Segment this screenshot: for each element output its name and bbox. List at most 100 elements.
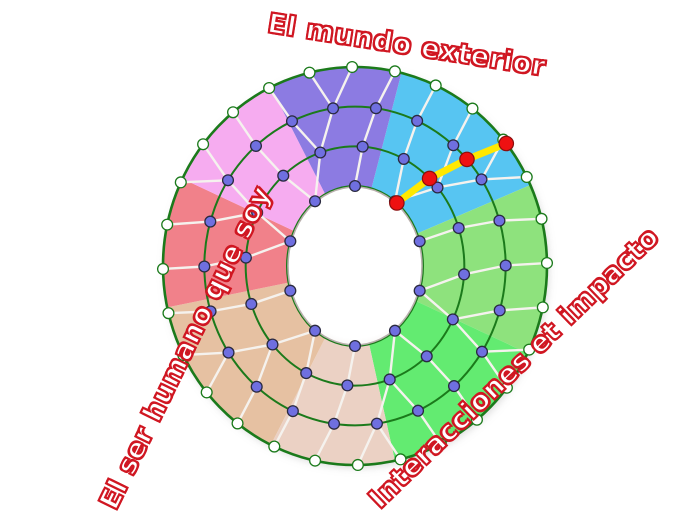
mesh-spoke — [332, 384, 349, 425]
mesh-spoke — [167, 310, 212, 315]
mesh-spoke — [425, 355, 456, 388]
mesh-spoke — [462, 264, 507, 276]
mesh-node — [411, 114, 424, 127]
mesh-spoke — [451, 309, 501, 321]
mesh-node — [475, 345, 489, 358]
outer-ring-node — [466, 102, 479, 115]
sector-wedge — [167, 282, 326, 445]
sector-wedge — [416, 185, 547, 354]
mesh-node — [308, 324, 322, 337]
outer-ring-node — [394, 453, 407, 466]
mesh-spoke — [436, 178, 483, 189]
sector-wedge — [163, 178, 294, 308]
mesh-node — [388, 324, 402, 337]
mesh-spoke — [480, 350, 509, 389]
mesh-spoke — [165, 220, 212, 226]
outer-ring-node — [388, 65, 401, 78]
outer-ring-node — [177, 348, 190, 362]
mesh-node — [314, 146, 327, 159]
mesh-node — [499, 259, 512, 272]
outer-ring-node — [434, 437, 447, 451]
highlight-path-layer — [393, 139, 510, 207]
mesh-node — [413, 235, 426, 248]
mesh-spoke — [267, 86, 294, 123]
mesh-spoke — [201, 143, 230, 182]
outer-ring-node — [174, 176, 187, 189]
mesh-spoke — [388, 329, 397, 381]
outer-ring-node — [162, 307, 175, 320]
mesh-node — [286, 405, 299, 418]
mesh-node — [308, 195, 322, 208]
mesh-spoke — [205, 351, 230, 394]
spoke-edge-layer — [161, 65, 549, 467]
mesh-spoke — [313, 422, 336, 462]
mesh-spoke — [375, 422, 402, 461]
mesh-node — [397, 152, 410, 165]
highlight-node — [421, 170, 438, 187]
mesh-node — [369, 102, 383, 115]
mesh-spoke — [418, 226, 460, 243]
mesh-spoke — [402, 119, 419, 161]
mesh-spoke — [393, 329, 428, 358]
mesh-node — [341, 379, 354, 392]
mesh-node — [249, 139, 263, 152]
outer-ring-node — [227, 106, 240, 119]
mesh-spoke — [375, 378, 391, 425]
mesh-spoke — [452, 384, 479, 421]
outer-ring-node — [161, 218, 174, 231]
mesh-node — [447, 380, 461, 393]
mesh-spoke — [415, 84, 437, 123]
mesh-node — [284, 235, 297, 248]
mesh-node — [204, 215, 217, 228]
mesh-spoke — [271, 329, 317, 346]
mesh-spoke — [305, 329, 317, 375]
inner-hole — [287, 186, 423, 346]
mesh-spoke — [480, 175, 528, 181]
mesh-node — [446, 313, 459, 326]
mesh-spoke — [226, 179, 259, 214]
mesh-node — [411, 404, 425, 417]
mesh-node — [452, 221, 465, 235]
ring-edge — [244, 145, 466, 387]
mesh-spoke — [273, 409, 295, 448]
outer-ring-node — [197, 138, 210, 151]
mesh-spoke — [319, 107, 335, 154]
outer-ring-node — [523, 343, 536, 356]
outer-ring-node — [346, 60, 359, 74]
mesh-spoke — [504, 261, 549, 267]
inner-hole-ellipse — [287, 186, 423, 346]
mesh-spoke — [203, 256, 248, 268]
mesh-spoke — [282, 174, 317, 203]
outer-ring-node — [268, 440, 281, 453]
mesh-node — [348, 179, 362, 193]
mesh-spoke — [361, 107, 378, 148]
mesh-spoke — [161, 265, 206, 271]
mesh-node — [493, 304, 506, 317]
mesh-spoke — [313, 151, 322, 203]
mesh-node — [204, 305, 217, 318]
mesh-spoke — [308, 71, 335, 110]
highlight-node — [389, 195, 405, 211]
mesh-node — [221, 174, 235, 187]
mesh-spoke — [231, 111, 258, 148]
mesh-node — [251, 206, 264, 219]
mesh-spoke — [250, 289, 292, 306]
outer-ring-node — [536, 301, 549, 314]
outer-ring-node — [231, 417, 244, 430]
mesh-node — [245, 297, 258, 311]
mesh-node — [250, 380, 263, 393]
outer-ring-node — [351, 458, 364, 472]
mesh-spoke — [374, 70, 397, 110]
mesh-node — [370, 417, 383, 430]
mesh-node — [383, 373, 396, 386]
mesh-spoke — [346, 344, 357, 387]
mesh-spoke — [388, 378, 420, 412]
mesh-spoke — [452, 107, 474, 147]
mesh-spoke — [209, 211, 259, 223]
mesh-node — [348, 339, 362, 353]
mesh-node — [431, 181, 444, 194]
mesh-spoke — [255, 211, 292, 243]
outer-ring-node — [200, 386, 213, 399]
mesh-spoke — [457, 219, 501, 230]
